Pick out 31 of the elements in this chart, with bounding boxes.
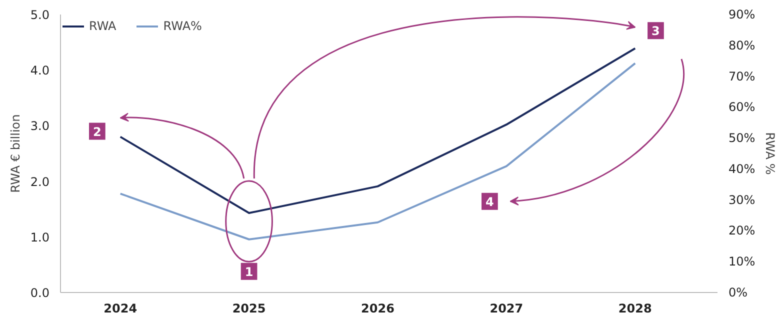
- y2-tick-label: 50%: [728, 131, 756, 146]
- y2-tick-label: 40%: [728, 162, 756, 176]
- annotation: 2: [93, 124, 102, 139]
- annotation: 1: [244, 264, 254, 279]
- y2-tick-label: 60%: [728, 100, 756, 114]
- y2-axis-title: RWA %: [763, 132, 778, 175]
- x-tick-label: 2026: [361, 302, 394, 316]
- x-tick-label: 2025: [232, 302, 266, 316]
- y-axis-title: RWA € billion: [8, 114, 22, 193]
- y-tick-label: 3.0: [30, 119, 50, 134]
- y2-tick-label: 30%: [728, 192, 756, 207]
- line-series: [119, 47, 636, 214]
- x-tick-label: 2024: [104, 302, 138, 316]
- annotation: 3: [652, 24, 660, 38]
- annotation: 4: [486, 194, 494, 209]
- y-tick-label: 2.0: [30, 174, 50, 189]
- y-tick-label: 5.0: [30, 8, 50, 22]
- y-tick-label: 4.0: [30, 64, 50, 78]
- y2-tick-label: 70%: [728, 69, 756, 84]
- legend-label: RWA: [89, 19, 116, 33]
- y2-tick-label: 20%: [728, 224, 756, 238]
- y-tick-label: 1.0: [30, 230, 50, 244]
- x-tick-label: 2028: [618, 302, 652, 316]
- y2-tick-label: 10%: [728, 254, 756, 269]
- y2-tick-label: 90%: [728, 8, 756, 22]
- y-tick-label: 0.0: [30, 286, 50, 300]
- x-tick-label: 2027: [490, 302, 524, 316]
- y2-tick-label: 80%: [728, 38, 756, 52]
- y2-tick-label: 0%: [728, 286, 748, 300]
- line-series: [119, 62, 636, 240]
- legend-label: RWA%: [163, 19, 202, 33]
